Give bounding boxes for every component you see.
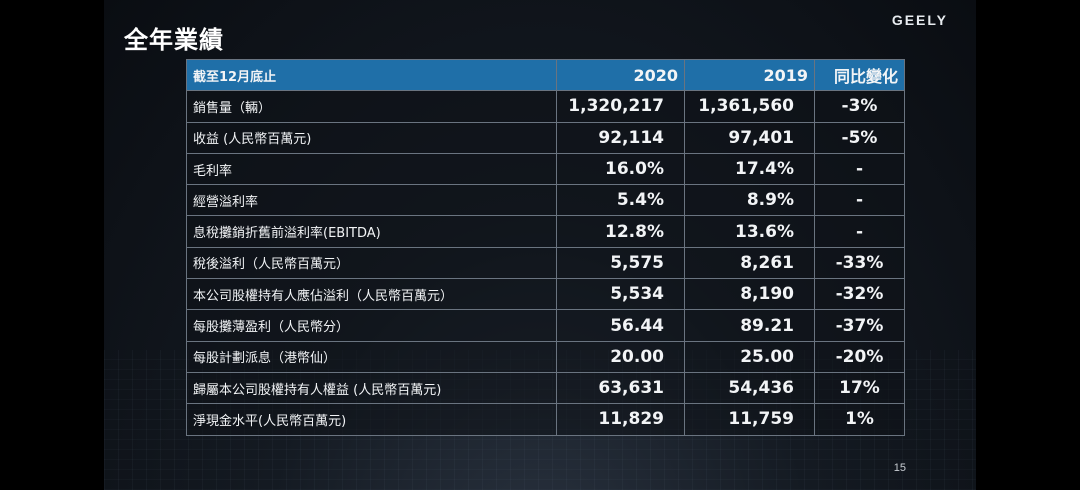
value-2020: 63,631 [556, 371, 685, 405]
value-2020: 5.4% [556, 184, 685, 217]
value-yoy-change: 1% [814, 403, 905, 436]
row-label: 每股計劃派息（港幣仙） [186, 340, 557, 373]
value-2019: 97,401 [684, 121, 815, 154]
row-label: 毛利率 [186, 152, 557, 186]
row-label: 息稅攤銷折舊前溢利率(EBITDA) [186, 215, 557, 248]
value-2020: 16.0% [556, 152, 685, 186]
header-period: 截至12月底止 [186, 58, 557, 92]
table-header-row: 截至12月底止 2020 2019 同比變化 [186, 58, 905, 92]
value-2020: 5,575 [556, 246, 685, 280]
value-2020: 5,534 [556, 278, 685, 311]
value-2019: 54,436 [684, 371, 815, 405]
row-label: 本公司股權持有人應佔溢利（人民幣百萬元） [186, 278, 557, 311]
value-2019: 89.21 [684, 309, 815, 342]
table-row: 銷售量（輛） 1,320,217 1,361,560 -3% [186, 90, 905, 123]
row-label: 每股攤薄盈利（人民幣分） [186, 309, 557, 342]
value-2020: 12.8% [556, 215, 685, 248]
value-yoy-change: - [814, 215, 905, 248]
value-2020: 11,829 [556, 403, 685, 436]
value-yoy-change: -3% [814, 90, 905, 123]
presentation-slide: 全年業績 GEELY 截至12月底止 2020 2019 同比變化 銷售量（輛）… [104, 0, 976, 490]
row-label: 收益 (人民幣百萬元) [186, 121, 557, 154]
header-2019: 2019 [684, 58, 815, 92]
table-row: 息稅攤銷折舊前溢利率(EBITDA) 12.8% 13.6% - [186, 215, 905, 248]
table-row: 收益 (人民幣百萬元) 92,114 97,401 -5% [186, 121, 905, 154]
table-row: 每股攤薄盈利（人民幣分） 56.44 89.21 -37% [186, 309, 905, 342]
value-yoy-change: -20% [814, 340, 905, 373]
header-yoy-change: 同比變化 [814, 58, 905, 92]
row-label: 稅後溢利（人民幣百萬元） [186, 246, 557, 280]
row-label: 銷售量（輛） [186, 90, 557, 123]
table-row: 稅後溢利（人民幣百萬元） 5,575 8,261 -33% [186, 246, 905, 280]
value-2019: 1,361,560 [684, 90, 815, 123]
value-yoy-change: 17% [814, 371, 905, 405]
value-2019: 8.9% [684, 184, 815, 217]
table-row: 歸屬本公司股權持有人權益 (人民幣百萬元) 63,631 54,436 17% [186, 371, 905, 405]
value-yoy-change: -37% [814, 309, 905, 342]
value-2019: 25.00 [684, 340, 815, 373]
table-row: 毛利率 16.0% 17.4% - [186, 152, 905, 186]
annual-results-table: 截至12月底止 2020 2019 同比變化 銷售量（輛） 1,320,217 1,… [186, 58, 905, 436]
table-body: 銷售量（輛） 1,320,217 1,361,560 -3% 收益 (人民幣百萬元) 92… [186, 90, 905, 436]
value-2020: 92,114 [556, 121, 685, 154]
row-label: 淨現金水平(人民幣百萬元) [186, 403, 557, 436]
value-2019: 11,759 [684, 403, 815, 436]
table-row: 每股計劃派息（港幣仙） 20.00 25.00 -20% [186, 340, 905, 373]
row-label: 經營溢利率 [186, 184, 557, 217]
value-yoy-change: -32% [814, 278, 905, 311]
row-label: 歸屬本公司股權持有人權益 (人民幣百萬元) [186, 371, 557, 405]
value-2020: 1,320,217 [556, 90, 685, 123]
header-2020: 2020 [556, 58, 685, 92]
value-2019: 8,190 [684, 278, 815, 311]
value-2019: 8,261 [684, 246, 815, 280]
table-row: 經營溢利率 5.4% 8.9% - [186, 184, 905, 217]
value-2020: 20.00 [556, 340, 685, 373]
page-number: 15 [893, 462, 906, 474]
value-yoy-change: -33% [814, 246, 905, 280]
table-row: 淨現金水平(人民幣百萬元) 11,829 11,759 1% [186, 403, 905, 436]
value-2019: 13.6% [684, 215, 815, 248]
value-yoy-change: - [814, 152, 905, 186]
geely-logo: GEELY [891, 12, 948, 28]
slide-title: 全年業績 [124, 26, 224, 54]
table-row: 本公司股權持有人應佔溢利（人民幣百萬元） 5,534 8,190 -32% [186, 278, 905, 311]
value-yoy-change: -5% [814, 121, 905, 154]
value-2020: 56.44 [556, 309, 685, 342]
value-yoy-change: - [814, 184, 905, 217]
value-2019: 17.4% [684, 152, 815, 186]
